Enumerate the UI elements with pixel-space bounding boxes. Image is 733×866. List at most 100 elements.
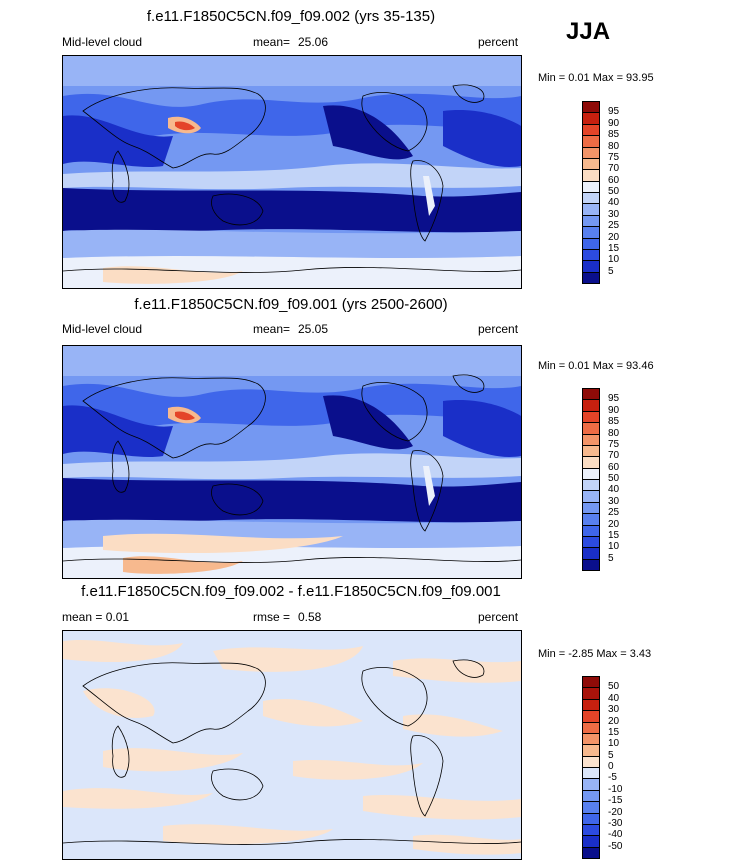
- colorbar-cell: [582, 399, 600, 412]
- panel-1-units: percent: [478, 35, 519, 49]
- colorbar-tick-label: -30: [608, 817, 623, 829]
- colorbar-tick-label: 20: [608, 518, 620, 530]
- colorbar-cell: [582, 490, 600, 503]
- colorbar-cell: [582, 180, 600, 193]
- panel-3-mean-label: mean = 0.01: [62, 610, 130, 624]
- colorbar-tick-label: 20: [608, 231, 620, 243]
- colorbar-tick-label: 50: [608, 473, 620, 484]
- colorbar-cell: [582, 157, 600, 171]
- colorbar-tick-label: -10: [608, 783, 623, 795]
- coastlines: [63, 659, 521, 845]
- coastlines: [63, 374, 521, 563]
- colorbar-cell: [582, 789, 600, 803]
- colorbar-tick-label: 0: [608, 761, 614, 772]
- panel-1-minmax: Min = 0.01 Max = 93.95: [538, 72, 654, 84]
- colorbar-cell: [582, 721, 600, 734]
- colorbar-cell: [582, 203, 600, 216]
- arctic-band: [63, 346, 521, 376]
- colorbar-cell: [582, 676, 600, 689]
- colorbar-tick-label: 80: [608, 427, 620, 439]
- panel-3-map-svg: [63, 631, 521, 859]
- colorbar-cell: [582, 479, 600, 492]
- colorbar-tick-label: -15: [608, 795, 623, 807]
- colorbar-cell: [582, 467, 600, 480]
- colorbar-tick-label: 90: [608, 117, 620, 129]
- colorbar-cell: [582, 248, 600, 262]
- arctic-band: [63, 56, 521, 86]
- colorbar-tick-label: -50: [608, 840, 623, 852]
- colorbar-tick-label: 75: [608, 438, 620, 450]
- colorbar-cell: [582, 422, 600, 435]
- colorbar-tick-label: -20: [608, 806, 623, 818]
- panel-2-units: percent: [478, 322, 519, 336]
- itcz-band: [63, 453, 521, 480]
- colorbar-cell: [582, 388, 600, 401]
- panel-3-colorbar: [582, 676, 600, 859]
- panel-1-mean-label: mean=: [253, 35, 291, 49]
- colorbar-tick-label: 15: [608, 529, 620, 541]
- colorbar-cell: [582, 732, 600, 746]
- panel-3-map: [62, 630, 522, 860]
- colorbar-tick-label: 90: [608, 404, 620, 416]
- panel-3-rmse-label: rmse =: [253, 610, 291, 624]
- antarctic-warm-patch: [123, 556, 243, 574]
- colorbar-cell: [582, 698, 600, 712]
- colorbar-cell: [582, 687, 600, 700]
- colorbar-cell: [582, 501, 600, 515]
- panel-1-variable-label: Mid-level cloud: [62, 35, 143, 49]
- colorbar-cell: [582, 271, 600, 284]
- sh-midlat-band: [63, 229, 521, 258]
- colorbar-tick-label: 60: [608, 174, 620, 186]
- tibet-peak: [175, 121, 195, 131]
- atlantic-deep: [443, 109, 521, 167]
- colorbar-cell: [582, 214, 600, 228]
- panel-2-colorbar: [582, 388, 600, 571]
- antarctic-warm-patch: [103, 266, 243, 284]
- nh-pacific-deep: [63, 115, 173, 168]
- colorbar-tick-label: 85: [608, 129, 620, 141]
- panel-2-map-svg: [63, 346, 521, 578]
- colorbar-tick-label: 95: [608, 106, 620, 118]
- panel-1-mean-value: 25.06: [298, 35, 329, 49]
- panel-3-minmax: Min = -2.85 Max = 3.43: [538, 648, 652, 660]
- colorbar-tick-label: 25: [608, 507, 620, 519]
- panel-2-mean-label: mean=: [253, 322, 291, 336]
- season-label: JJA: [566, 18, 611, 45]
- colorbar-tick-label: 40: [608, 197, 620, 209]
- coastlines: [63, 84, 521, 273]
- colorbar-tick-label: 85: [608, 416, 620, 428]
- colorbar-tick-label: -40: [608, 829, 623, 841]
- colorbar-cell: [582, 226, 600, 239]
- colorbar-cell: [582, 767, 600, 780]
- colorbar-tick-label: 40: [608, 484, 620, 496]
- colorbar-cell: [582, 558, 600, 571]
- colorbar-cell: [582, 192, 600, 205]
- colorbar-cell: [582, 778, 600, 791]
- colorbar-cell: [582, 135, 600, 148]
- colorbar-tick-label: 30: [608, 495, 620, 507]
- nh-pacific-deep: [63, 405, 173, 458]
- atlantic-deep: [443, 399, 521, 457]
- colorbar-tick-label: 30: [608, 704, 620, 716]
- colorbar-cell: [582, 433, 600, 446]
- colorbar-tick-label: 40: [608, 692, 620, 704]
- panel-2-mean-value: 25.05: [298, 322, 329, 336]
- colorbar-cell: [582, 146, 600, 159]
- east-pacific-deep: [323, 395, 413, 450]
- colorbar-tick-label: 50: [608, 186, 620, 197]
- colorbar-tick-label: 5: [608, 749, 614, 761]
- colorbar-cell: [582, 547, 600, 560]
- colorbar-cell: [582, 123, 600, 137]
- colorbar-cell: [582, 524, 600, 537]
- tibet-peak: [175, 411, 195, 421]
- panel-3-units: percent: [478, 610, 519, 624]
- colorbar-cell: [582, 835, 600, 848]
- colorbar-tick-label: 10: [608, 254, 620, 266]
- panel-2-map: [62, 345, 522, 579]
- colorbar-tick-label: 15: [608, 726, 620, 738]
- colorbar-cell: [582, 710, 600, 723]
- colorbar-cell: [582, 812, 600, 825]
- panel-3-title: f.e11.F1850C5CN.f09_f09.002 - f.e11.F185…: [81, 583, 501, 600]
- colorbar-tick-label: 5: [608, 265, 614, 277]
- colorbar-cell: [582, 801, 600, 814]
